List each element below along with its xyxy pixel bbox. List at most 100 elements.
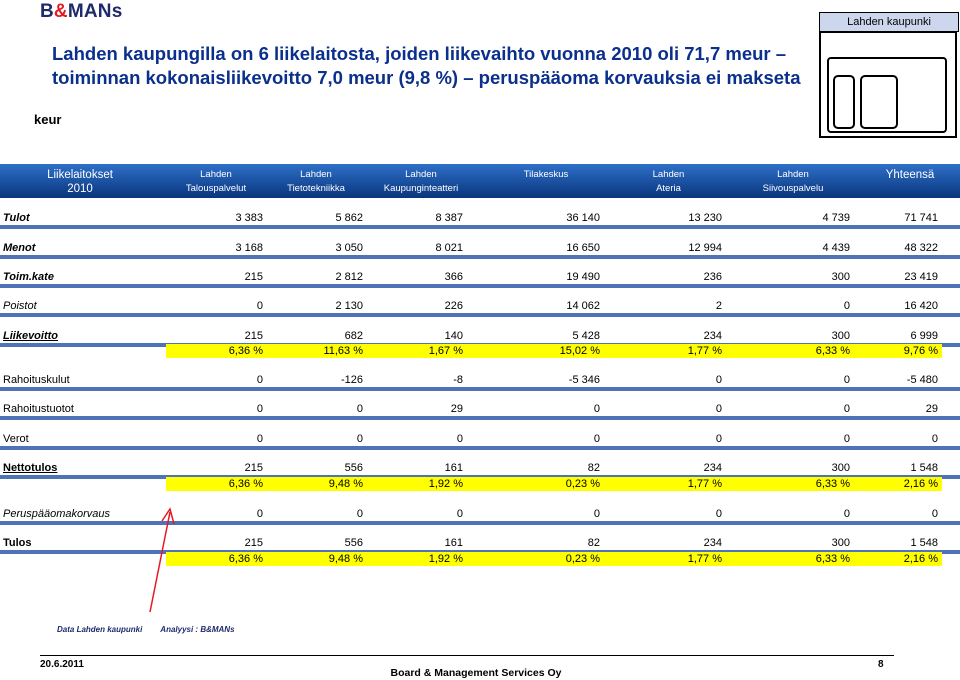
pct-cell: 2,16 % (903, 553, 938, 565)
table-cell: 19 490 (566, 271, 600, 283)
table-cell: 2 (715, 300, 722, 312)
table-cell: 0 (593, 508, 600, 520)
table-cell: -8 (453, 374, 463, 386)
row-divider (0, 255, 960, 259)
table-cell: 6 999 (910, 330, 938, 342)
row-label: Tulot (3, 212, 30, 224)
header-col-kaupunginteatteri: Lahden Kaupunginteatteri (383, 169, 459, 194)
table-cell: 300 (831, 462, 850, 474)
org-chart-unit-a (833, 75, 855, 129)
title-line-1: Lahden kaupungilla on 6 liikelaitosta, j… (52, 43, 787, 64)
unit-label: keur (34, 112, 62, 127)
row-divider (0, 313, 960, 317)
table-cell: 0 (843, 508, 850, 520)
table-cell: 0 (256, 300, 263, 312)
header-col-talouspalvelut: Lahden Talouspalvelut (185, 169, 247, 194)
table-cell: 1 548 (910, 462, 938, 474)
header-col-tietotekniikka: Lahden Tietotekniikka (287, 169, 345, 194)
org-chart-unit-b (860, 75, 898, 129)
pct-cell: 6,33 % (815, 478, 850, 490)
table-cell: 215 (244, 271, 263, 283)
pct-row-liikevoitto: 6,36 % 11,63 % 1,67 % 15,02 % 1,77 % 6,3… (166, 344, 942, 358)
table-cell: 0 (356, 433, 363, 445)
table-cell: 5 428 (572, 330, 600, 342)
pct-cell: 11,63 % (323, 345, 363, 357)
row-label: Rahoituskulut (3, 374, 70, 386)
table-cell: 215 (244, 462, 263, 474)
table-row-poistot: Poistot 0 2 130 226 14 062 2 0 16 420 (0, 299, 960, 317)
table-cell: 2 130 (335, 300, 363, 312)
table-cell: 161 (444, 537, 463, 549)
pct-cell: 2,16 % (903, 478, 938, 490)
table-cell: 0 (256, 508, 263, 520)
pct-cell: 9,76 % (903, 345, 938, 357)
table-row-rahoitustuotot: Rahoitustuotot 0 0 29 0 0 0 29 (0, 402, 960, 420)
table-cell: 234 (703, 537, 722, 549)
table-cell: 0 (843, 403, 850, 415)
table-cell: 366 (444, 271, 463, 283)
table-cell: 0 (715, 508, 722, 520)
table-cell: 3 168 (235, 242, 263, 254)
row-label: Rahoitustuotot (3, 403, 74, 415)
table-cell: 4 439 (822, 242, 850, 254)
table-cell: 300 (831, 537, 850, 549)
table-cell: 0 (931, 433, 938, 445)
table-cell: 3 383 (235, 212, 263, 224)
table-cell: 16 650 (566, 242, 600, 254)
footer-date: 20.6.2011 (40, 659, 84, 670)
page-number: 8 (878, 659, 884, 670)
row-label: Tulos (3, 537, 32, 549)
source-note: Data Lahden kaupunki Analyysi : B&MANs (57, 625, 251, 634)
table-cell: 4 739 (822, 212, 850, 224)
table-cell: 234 (703, 330, 722, 342)
pct-cell: 1,92 % (428, 553, 463, 565)
table-cell: 140 (444, 330, 463, 342)
page-title: Lahden kaupungilla on 6 liikelaitosta, j… (52, 42, 812, 90)
table-cell: 556 (344, 462, 363, 474)
table-cell: 0 (456, 508, 463, 520)
table-cell: 0 (593, 403, 600, 415)
table-cell: -5 480 (906, 374, 938, 386)
table-cell: 0 (715, 433, 722, 445)
table-cell: 5 862 (335, 212, 363, 224)
row-divider (0, 387, 960, 391)
table-cell: 215 (244, 537, 263, 549)
pct-cell: 6,36 % (228, 478, 263, 490)
table-cell: -5 346 (568, 374, 600, 386)
pct-row-nettotulos: 6,36 % 9,48 % 1,92 % 0,23 % 1,77 % 6,33 … (166, 477, 942, 491)
row-label: Liikevoitto (3, 330, 59, 342)
row-divider (0, 446, 960, 450)
table-cell: 13 230 (688, 212, 722, 224)
table-row-toimkate: Toim.kate 215 2 812 366 19 490 236 300 2… (0, 270, 960, 288)
pct-cell: 9,48 % (328, 478, 363, 490)
table-cell: 226 (444, 300, 463, 312)
row-divider (0, 225, 960, 229)
table-row-tulot: Tulot 3 383 5 862 8 387 36 140 13 230 4 … (0, 211, 960, 229)
table-cell: 48 322 (904, 242, 938, 254)
row-divider (0, 521, 960, 525)
table-cell: 8 021 (435, 242, 463, 254)
table-cell: 0 (843, 300, 850, 312)
table-cell: 0 (256, 433, 263, 445)
pct-cell: 15,02 % (559, 345, 600, 357)
table-cell: 215 (244, 330, 263, 342)
table-cell: -126 (340, 374, 363, 386)
pct-cell: 6,36 % (228, 345, 263, 357)
table-cell: 71 741 (904, 212, 938, 224)
table-cell: 0 (843, 374, 850, 386)
table-cell: 82 (587, 537, 600, 549)
table-cell: 0 (356, 403, 363, 415)
row-label: Peruspääomakorvaus (3, 508, 111, 520)
table-cell: 682 (344, 330, 363, 342)
row-divider (0, 416, 960, 420)
table-cell: 236 (703, 271, 722, 283)
brand-logo: B&MANs (40, 1, 123, 22)
org-chart-diagram (819, 31, 957, 138)
table-cell: 29 (450, 403, 463, 415)
table-cell: 0 (456, 433, 463, 445)
table-row-menot: Menot 3 168 3 050 8 021 16 650 12 994 4 … (0, 241, 960, 259)
table-cell: 1 548 (910, 537, 938, 549)
table-cell: 8 387 (435, 212, 463, 224)
table-row-verot: Verot 0 0 0 0 0 0 0 (0, 432, 960, 450)
